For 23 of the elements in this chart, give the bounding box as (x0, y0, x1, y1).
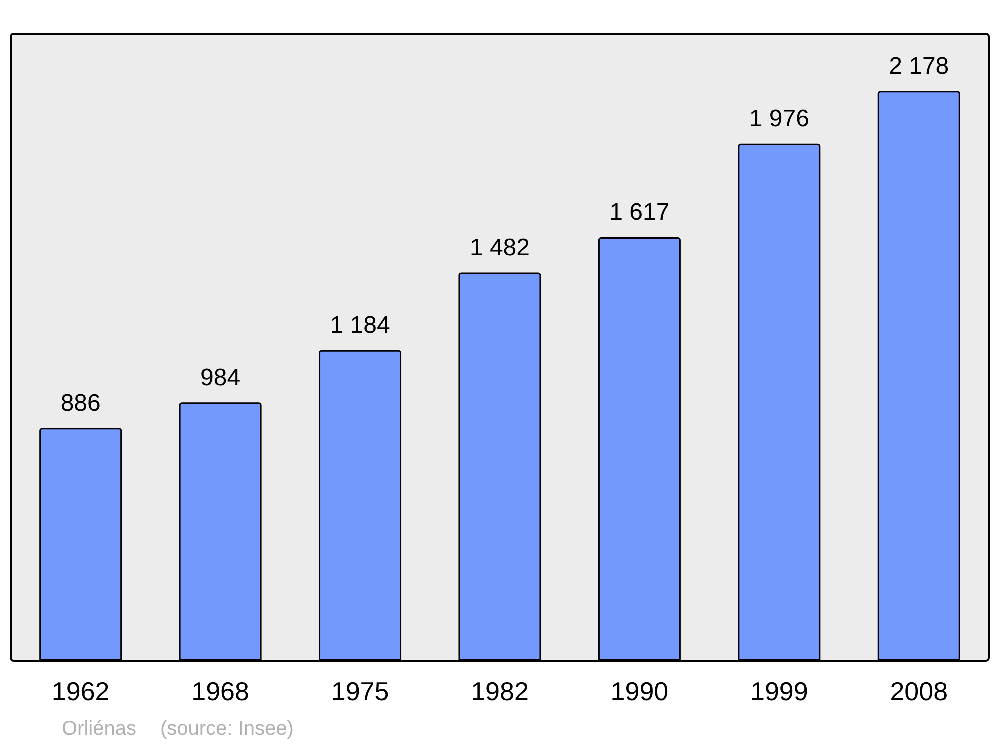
data-label: 984 (200, 364, 241, 392)
x-tick-label: 1968 (192, 676, 250, 706)
text: Orliénas (62, 718, 136, 741)
x-tick-label: 2008 (890, 676, 948, 706)
data-label: 886 (60, 390, 101, 417)
bar (598, 237, 681, 660)
bar (878, 91, 960, 660)
bar (458, 272, 542, 660)
data-label: 1 976 (749, 106, 810, 133)
bar (738, 144, 821, 660)
x-tick-label: 1999 (750, 676, 808, 706)
data-label: 1 482 (470, 234, 530, 262)
x-tick-label: 1990 (610, 676, 669, 706)
data-label: 1 184 (330, 312, 390, 340)
bar (179, 402, 262, 660)
x-tick-label: 1982 (471, 676, 529, 706)
text: (source: Insee) (160, 718, 294, 741)
bar (319, 350, 402, 660)
data-label: 2 178 (889, 52, 950, 80)
x-tick-label: 1962 (52, 676, 110, 706)
x-tick-label: 1975 (331, 676, 390, 706)
bar (40, 428, 122, 660)
data-label: 1 617 (610, 199, 670, 226)
